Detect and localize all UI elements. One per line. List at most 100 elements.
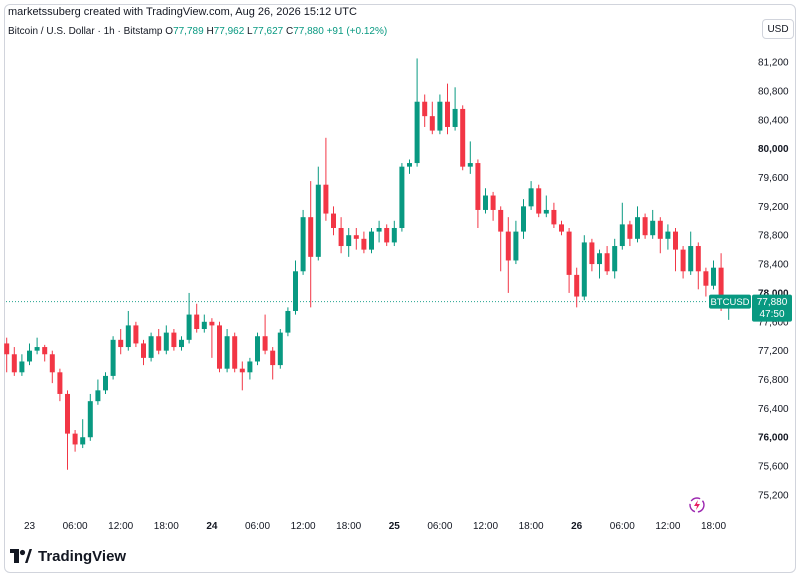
close-value: 77,880	[293, 26, 324, 37]
candle-body	[262, 336, 268, 351]
candle-body	[338, 227, 344, 247]
close-label: C	[285, 26, 294, 37]
candle-body	[452, 108, 458, 127]
low-value: 77,627	[252, 26, 284, 37]
candle	[399, 163, 405, 232]
candle-body	[103, 375, 108, 391]
candle	[224, 329, 230, 373]
candle-body	[34, 347, 40, 351]
candle-body	[566, 231, 572, 275]
candle	[27, 343, 32, 366]
candle-body	[255, 336, 260, 362]
ohlc-legend: Bitcoin / U.S. Dollar · 1h · Bitstamp O7…	[8, 26, 387, 37]
candle-body	[118, 339, 124, 348]
brand-name: TradingView	[38, 547, 127, 565]
candle	[559, 220, 564, 236]
x-tick-label: 18:00	[154, 521, 179, 532]
candle-body	[125, 325, 131, 348]
candle-body	[141, 343, 146, 358]
y-tick-label: 78,000	[758, 288, 789, 299]
candle	[133, 321, 139, 348]
brand[interactable]: TradingView	[10, 547, 126, 565]
candle-body	[543, 209, 549, 214]
candle-body	[11, 354, 17, 373]
candle-body	[498, 209, 504, 232]
candle	[118, 329, 124, 355]
y-tick-label: 77,600	[758, 317, 789, 328]
price-tag-symbol: BTCUSD	[710, 297, 749, 308]
candle	[239, 361, 245, 391]
candle-body	[422, 101, 428, 117]
candle	[353, 227, 359, 250]
candle-body	[414, 101, 420, 164]
candle-body	[369, 231, 374, 250]
y-tick-label: 77,200	[758, 346, 789, 357]
candle-body	[604, 253, 610, 272]
candle	[315, 166, 321, 261]
candle	[483, 188, 488, 214]
candle	[574, 267, 580, 308]
x-tick-label: 26	[571, 521, 583, 532]
price-tag-symbol-box	[709, 294, 751, 309]
candle	[57, 368, 63, 402]
candle-body	[513, 231, 519, 261]
candle	[186, 292, 192, 344]
lightning-icon[interactable]	[689, 497, 705, 513]
candle-body	[673, 231, 678, 250]
candle	[650, 209, 656, 239]
candle	[422, 94, 428, 127]
candle-body	[657, 220, 663, 239]
candle-body	[597, 253, 602, 265]
candle	[11, 347, 17, 376]
price-tag-box	[752, 294, 792, 322]
candle-body	[72, 433, 78, 445]
candle	[673, 227, 678, 272]
candle	[498, 206, 504, 272]
y-tick-label: 76,400	[758, 404, 789, 415]
candle-body	[460, 108, 466, 167]
candle-body	[133, 325, 139, 344]
open-value: 77,789	[173, 26, 204, 37]
candle	[95, 379, 101, 405]
candle	[703, 267, 709, 297]
candle	[110, 336, 116, 380]
tradingview-logo-icon	[10, 549, 32, 563]
candle-body	[445, 101, 450, 127]
candle-body	[277, 332, 283, 366]
candle	[452, 87, 458, 131]
candle	[331, 206, 336, 236]
y-tick-label: 79,200	[758, 202, 789, 213]
candle-body	[536, 188, 542, 214]
candle-body	[612, 246, 618, 272]
candle	[262, 314, 268, 355]
x-tick-label: 25	[389, 521, 401, 532]
candle-body	[589, 242, 595, 265]
candle-body	[300, 217, 306, 272]
candle-body	[574, 274, 580, 297]
symbol-label[interactable]: Bitcoin / U.S. Dollar · 1h · Bitstamp	[8, 26, 163, 37]
candle-body	[57, 372, 63, 394]
candle-body	[171, 332, 177, 348]
y-tick-label: 80,000	[758, 144, 789, 155]
x-tick-label: 06:00	[63, 521, 88, 532]
candle	[87, 393, 93, 441]
candle-body	[353, 235, 359, 239]
candle-body	[619, 224, 625, 247]
candle-body	[209, 321, 215, 326]
candle	[612, 238, 618, 279]
currency-button[interactable]: USD	[762, 19, 794, 39]
candle	[597, 249, 602, 279]
candle	[445, 83, 450, 135]
candle-body	[642, 217, 648, 236]
candle	[42, 344, 48, 362]
creator-line: marketssuberg created with TradingView.c…	[8, 6, 357, 18]
candle	[566, 227, 572, 293]
price-tag-countdown: 47:50	[759, 309, 784, 320]
candle	[536, 184, 542, 218]
candle	[711, 260, 716, 290]
candle	[467, 141, 473, 174]
high-value: 77,962	[213, 26, 245, 37]
candle	[581, 235, 587, 301]
candle-body	[49, 354, 55, 373]
